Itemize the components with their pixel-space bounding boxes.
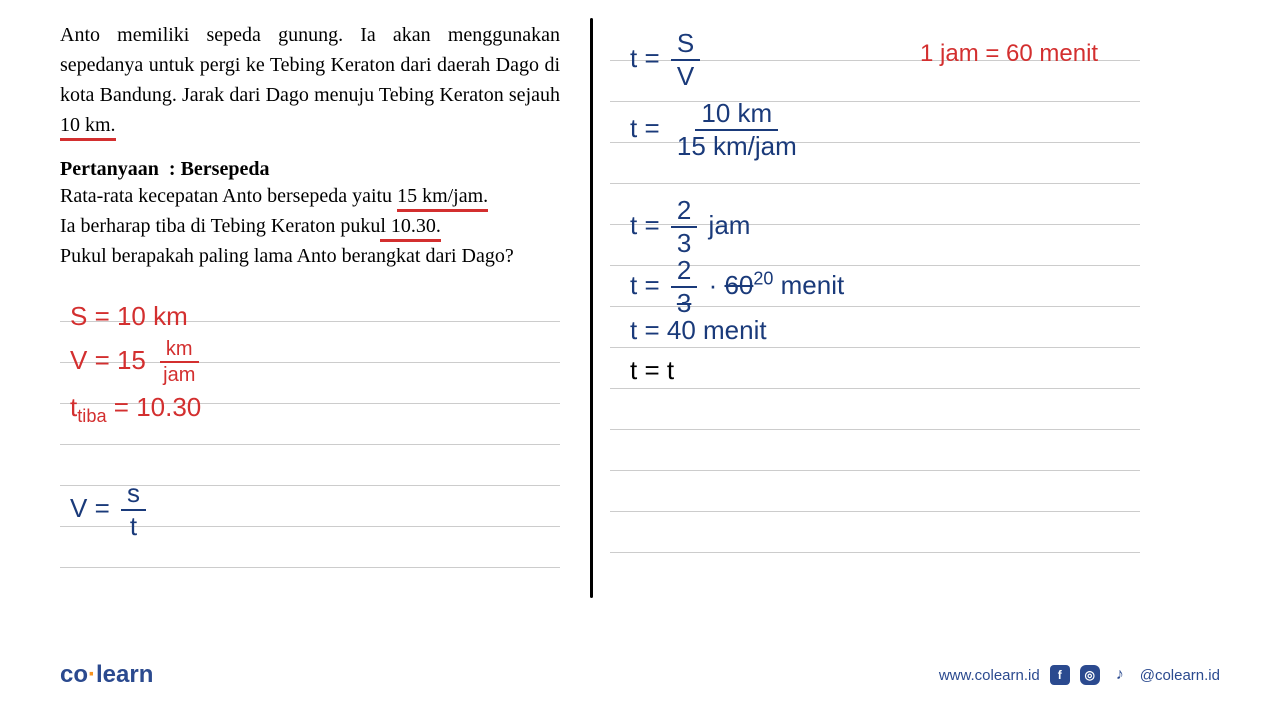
facebook-icon: f [1050, 665, 1070, 685]
eq4-dot: · [709, 270, 718, 300]
t-val: = 10.30 [107, 392, 202, 422]
eq3-unit: jam [701, 210, 750, 240]
eq1-top: S [671, 28, 700, 61]
distance-highlight: 10 km. [60, 114, 116, 141]
logo-dot: · [88, 661, 96, 688]
eq1-lhs: t = [630, 43, 667, 73]
v-unit-top: km [160, 337, 199, 363]
question-line-3: Pukul berapakah paling lama Anto berangk… [60, 241, 560, 271]
question-text-2a: Ia berharap tiba di Tebing Keraton puku [60, 215, 380, 237]
problem-paragraph: Anto memiliki sepeda gunung. Ia akan men… [60, 20, 560, 140]
eq2: t = 10 km15 km/jam [630, 98, 807, 162]
eq3: t = 23 jam [630, 195, 750, 259]
formula-v-lhs: V = [70, 493, 117, 523]
eq2-bot: 15 km/jam [671, 131, 803, 162]
eq1-bot: V [671, 61, 700, 92]
eq4-unit: menit [773, 270, 844, 300]
eq3-lhs: t = [630, 210, 667, 240]
formula-v: V = st [70, 478, 560, 542]
instagram-icon: ◎ [1080, 665, 1100, 685]
eq3-fraction: 23 [671, 195, 697, 259]
eq4: t = 23 · 6020 menit [630, 255, 844, 319]
logo-learn: learn [96, 661, 153, 688]
question-heading: Pertanyaan : Bersepeda [60, 158, 560, 181]
eq2-fraction: 10 km15 km/jam [671, 98, 803, 162]
eq2-lhs: t = [630, 113, 667, 143]
notes-area-right: t = SV 1 jam = 60 menit t = 10 km15 km/j… [610, 20, 1140, 580]
eq1-fraction: SV [671, 28, 700, 92]
eq1: t = SV [630, 28, 704, 92]
problem-text-body: Anto memiliki sepeda gunung. Ia akan men… [60, 24, 560, 106]
main-content: Anto memiliki sepeda gunung. Ia akan men… [0, 0, 1280, 650]
formula-fraction: st [121, 478, 146, 542]
eq5-lhs: t = [630, 315, 667, 345]
question-line-1: Rata-rata kecepatan Anto bersepeda yaitu… [60, 181, 560, 211]
eq4-60: 60 [724, 270, 753, 300]
eq2-top: 10 km [695, 98, 778, 131]
question-title-text: Bersepeda [181, 158, 270, 180]
eq5: t = 40 menit [630, 315, 767, 346]
speed-highlight: 15 km/jam. [397, 185, 488, 212]
eq3-top: 2 [671, 195, 697, 228]
eq4-top: 2 [671, 255, 697, 288]
social-handle: @colearn.id [1140, 667, 1220, 684]
right-column: t = SV 1 jam = 60 menit t = 10 km15 km/j… [580, 20, 1140, 640]
v-unit-bot: jam [157, 363, 201, 387]
logo-co: co [60, 661, 88, 688]
eq5-val: 40 menit [667, 315, 767, 345]
given-v: V = 15 kmjam [70, 337, 560, 387]
brand-logo: co·learn [60, 661, 153, 689]
v-unit-fraction: kmjam [157, 337, 201, 387]
eq4-fraction: 23 [671, 255, 697, 319]
question-label: Pertanyaan [60, 158, 159, 180]
given-s: S = 10 km [70, 296, 560, 337]
formula-s: s [121, 478, 146, 511]
conversion-note: 1 jam = 60 menit [920, 40, 1098, 68]
footer-right: www.colearn.id f ◎ ♪ @colearn.id [939, 665, 1220, 685]
question-line-2: Ia berharap tiba di Tebing Keraton pukul… [60, 211, 560, 241]
question-text-1a: Rata-rata kecepatan Anto bersepeda yaitu [60, 185, 397, 207]
eq4-lhs: t = [630, 270, 667, 300]
notes-area-left: S = 10 km V = 15 kmjam ttiba = 10.30 V =… [60, 281, 560, 581]
eq4-20: 20 [753, 268, 773, 288]
time-highlight: l 10.30. [380, 215, 441, 242]
eq6: t = t [630, 355, 674, 386]
t-sub: tiba [77, 406, 106, 426]
given-t-tiba: ttiba = 10.30 [70, 387, 560, 437]
formula-t: t [124, 511, 143, 542]
given-v-prefix: V = 15 [70, 345, 153, 375]
left-column: Anto memiliki sepeda gunung. Ia akan men… [60, 20, 580, 640]
site-url: www.colearn.id [939, 667, 1040, 684]
footer: co·learn www.colearn.id f ◎ ♪ @colearn.i… [0, 650, 1280, 700]
spacer [60, 437, 560, 478]
tiktok-icon: ♪ [1110, 665, 1130, 685]
